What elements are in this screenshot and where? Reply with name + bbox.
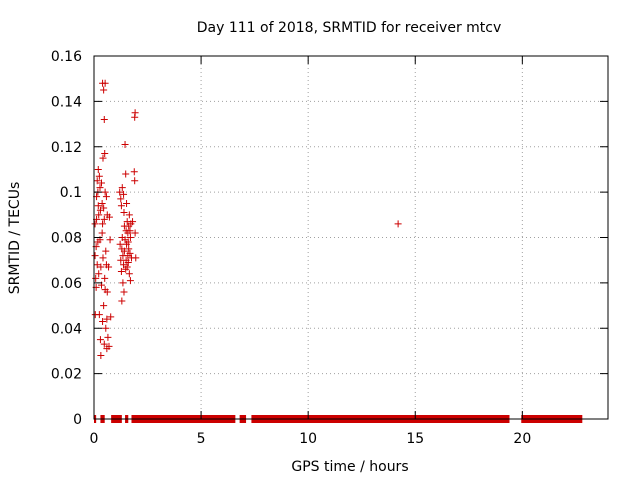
data-point — [105, 263, 113, 271]
data-point — [126, 234, 134, 241]
data-point — [394, 220, 402, 228]
data-point — [120, 190, 128, 198]
data-point — [99, 254, 107, 262]
data-point — [124, 238, 132, 246]
x-tick-label: 15 — [406, 431, 424, 447]
y-axis-label: SRMTID / TECUs — [7, 182, 23, 295]
data-point — [101, 188, 109, 196]
data-point — [129, 218, 137, 226]
data-point — [93, 177, 101, 185]
data-point — [131, 109, 139, 117]
y-tick-label: 0.1 — [60, 185, 82, 201]
y-tick-label: 0.12 — [51, 140, 82, 156]
data-point — [124, 258, 132, 266]
data-point — [97, 179, 105, 187]
data-point — [91, 220, 99, 228]
data-point — [117, 268, 125, 276]
data-point — [93, 261, 101, 269]
data-point — [95, 270, 103, 278]
data-point — [125, 211, 133, 219]
data-point — [125, 270, 133, 278]
data-point — [99, 317, 107, 325]
data-point — [117, 195, 125, 203]
data-point — [100, 86, 108, 94]
data-point — [120, 288, 128, 296]
data-point — [123, 263, 131, 271]
data-point — [105, 342, 113, 350]
data-point — [96, 184, 104, 192]
data-point — [100, 340, 108, 348]
data-point — [95, 211, 103, 219]
data-point — [91, 252, 99, 260]
data-point — [107, 313, 115, 321]
data-point — [97, 263, 105, 271]
data-point — [105, 213, 113, 221]
y-tick-label: 0.14 — [51, 94, 82, 110]
data-point — [101, 79, 109, 87]
data-point — [123, 199, 131, 207]
data-point — [131, 177, 139, 185]
data-point — [119, 279, 127, 287]
grid — [94, 56, 608, 419]
data-point — [102, 193, 110, 201]
data-point — [94, 202, 102, 210]
y-tick-label: 0.04 — [51, 321, 82, 337]
data-point — [98, 199, 106, 207]
data-point — [99, 220, 107, 228]
x-tick-label: 0 — [90, 431, 99, 447]
data-point — [95, 311, 103, 319]
data-point — [132, 254, 140, 262]
data-point — [121, 140, 129, 148]
data-point — [103, 315, 111, 323]
data-point — [100, 116, 108, 124]
data-point — [101, 150, 109, 158]
data-point — [100, 302, 108, 310]
data-point — [92, 274, 100, 282]
data-point — [100, 204, 108, 212]
data-point — [125, 245, 133, 253]
y-tick-label: 0.08 — [51, 231, 82, 247]
data-point — [106, 236, 114, 244]
data-point — [102, 324, 110, 332]
data-point — [96, 336, 104, 344]
data-point — [126, 227, 134, 235]
axis-ticks: 0 0.02 0.04 0.06 0.08 0.1 0.12 0.14 0.16 0 5 10 15 20 — [51, 49, 608, 447]
data-point — [101, 274, 109, 282]
y-tick-label: 0.06 — [51, 276, 82, 292]
data-point — [95, 172, 103, 180]
data-point — [116, 188, 124, 196]
data-point — [120, 261, 128, 269]
data-point — [98, 229, 106, 237]
chart-title: Day 111 of 2018, SRMTID for receiver mtc… — [197, 20, 502, 36]
data-point — [130, 168, 138, 176]
x-tick-label: 20 — [513, 431, 531, 447]
data-point — [103, 288, 111, 296]
data-point — [120, 247, 128, 255]
x-axis-label: GPS time / hours — [291, 459, 408, 475]
data-point — [126, 249, 134, 257]
data-point — [126, 277, 134, 285]
data-point — [104, 333, 112, 341]
data-point — [97, 351, 105, 359]
x-tick-label: 10 — [299, 431, 317, 447]
data-point — [100, 215, 108, 223]
data-point — [122, 170, 130, 178]
x-tick-label: 5 — [197, 431, 206, 447]
data-point — [120, 209, 128, 217]
y-tick-label: 0.16 — [51, 49, 82, 65]
data-point — [118, 297, 126, 305]
data-point — [118, 184, 126, 192]
data-point — [99, 154, 107, 162]
data-point — [117, 202, 125, 210]
data-point — [131, 229, 139, 237]
data-point — [116, 240, 124, 248]
data-point — [94, 165, 102, 173]
y-tick-label: 0.02 — [51, 367, 82, 383]
y-tick-label: 0 — [73, 412, 82, 428]
data-series — [91, 79, 583, 423]
data-point — [102, 247, 110, 255]
